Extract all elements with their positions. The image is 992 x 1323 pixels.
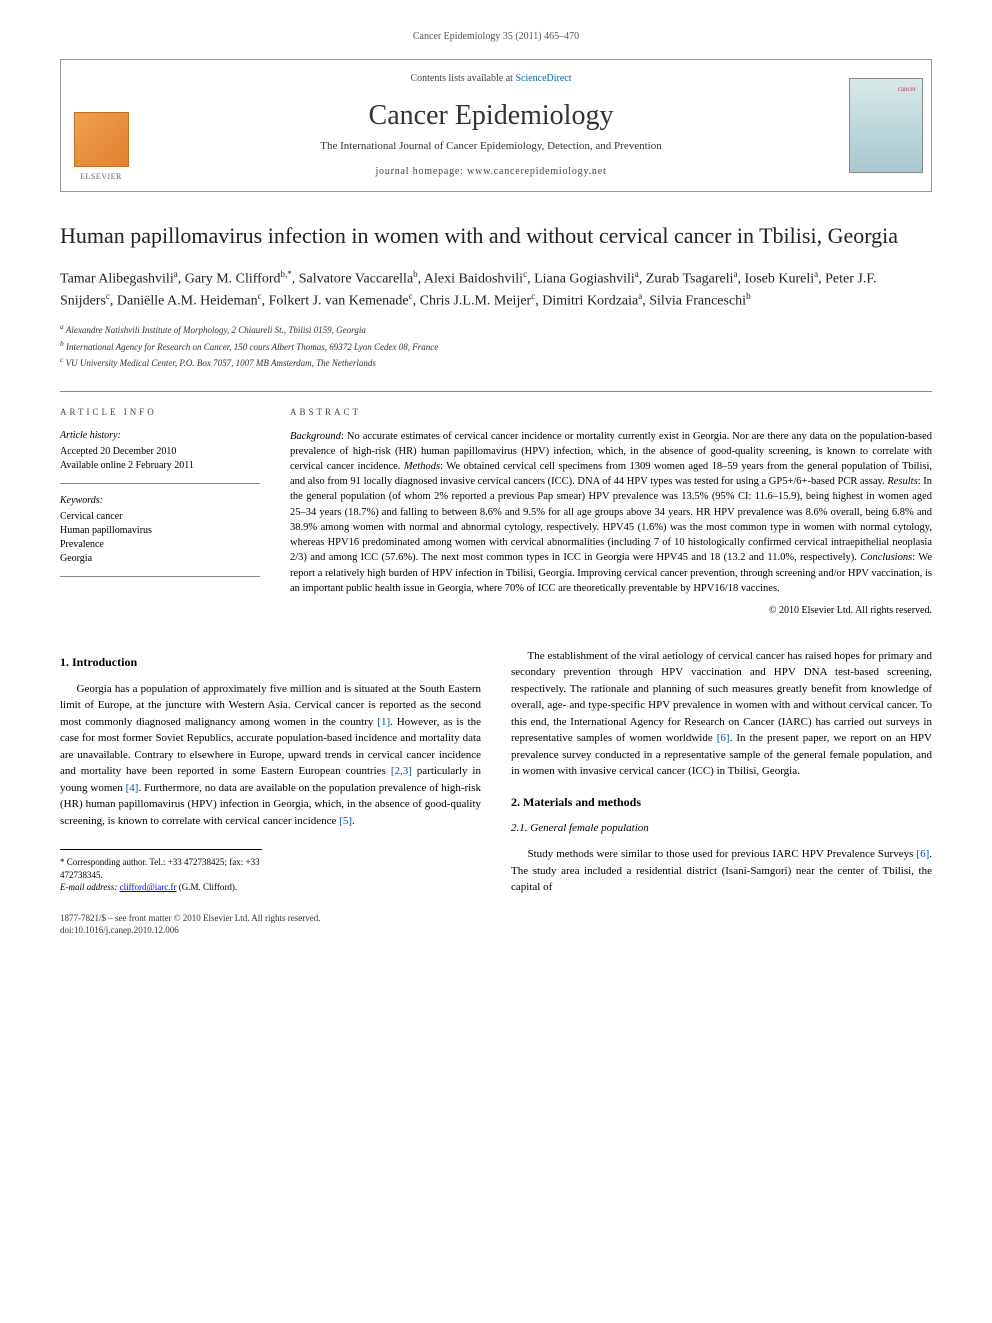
elsevier-label: ELSEVIER <box>80 171 122 182</box>
keyword: Prevalence <box>60 538 260 552</box>
sciencedirect-link[interactable]: ScienceDirect <box>515 73 571 84</box>
keywords-head: Keywords: <box>60 494 260 508</box>
online-date: Available online 2 February 2011 <box>60 459 260 473</box>
methods-paragraph: Study methods were similar to those used… <box>511 846 932 896</box>
doi-line: doi:10.1016/j.canep.2010.12.006 <box>60 924 932 937</box>
body-col-left: 1. Introduction Georgia has a population… <box>60 648 481 898</box>
journal-subtitle: The International Journal of Cancer Epid… <box>151 139 831 154</box>
intro-paragraph: Georgia has a population of approximatel… <box>60 681 481 830</box>
keywords-block: Keywords: Cervical cancer Human papillom… <box>60 494 260 577</box>
affiliations: a Alexandre Natishvili Institute of Morp… <box>60 321 932 371</box>
abstract-heading: ABSTRACT <box>290 406 932 419</box>
subsection-head: 2.1. General female population <box>511 821 932 836</box>
corresponding-email-link[interactable]: clifford@iarc.fr <box>120 882 177 892</box>
publisher-logo-block: ELSEVIER <box>61 60 141 191</box>
footer-meta: 1877-7821/$ – see front matter © 2010 El… <box>60 912 932 937</box>
running-head: Cancer Epidemiology 35 (2011) 465–470 <box>60 30 932 44</box>
keyword: Human papillomavirus <box>60 524 260 538</box>
abstract-text: Background: No accurate estimates of cer… <box>290 429 932 596</box>
body-col-right: The establishment of the viral aetiology… <box>511 648 932 898</box>
journal-name: Cancer Epidemiology <box>151 96 831 135</box>
contents-prefix: Contents lists available at <box>410 73 515 84</box>
cover-thumbnail-block <box>841 60 931 191</box>
keyword: Georgia <box>60 552 260 566</box>
elsevier-tree-icon <box>74 112 129 167</box>
homepage-url[interactable]: www.cancerepidemiology.net <box>467 166 606 177</box>
body-columns: 1. Introduction Georgia has a population… <box>60 648 932 898</box>
journal-cover-icon <box>849 78 923 173</box>
keyword: Cervical cancer <box>60 510 260 524</box>
intro-paragraph-2: The establishment of the viral aetiology… <box>511 648 932 780</box>
email-line: E-mail address: clifford@iarc.fr (G.M. C… <box>60 881 262 894</box>
footnotes: * Corresponding author. Tel.: +33 472738… <box>60 849 262 894</box>
article-info-col: ARTICLE INFO Article history: Accepted 2… <box>60 406 260 618</box>
author-list: Tamar Alibegashvilia, Gary M. Cliffordb,… <box>60 268 932 311</box>
history-head: Article history: <box>60 429 260 443</box>
affiliation-b: b International Agency for Research on C… <box>60 338 932 355</box>
journal-masthead: ELSEVIER Contents lists available at Sci… <box>60 59 932 192</box>
history-block: Article history: Accepted 20 December 20… <box>60 429 260 484</box>
accepted-date: Accepted 20 December 2010 <box>60 445 260 459</box>
section-intro-head: 1. Introduction <box>60 654 481 671</box>
info-abstract-row: ARTICLE INFO Article history: Accepted 2… <box>60 391 932 618</box>
section-methods-head: 2. Materials and methods <box>511 794 932 811</box>
abstract-copyright: © 2010 Elsevier Ltd. All rights reserved… <box>290 604 932 618</box>
affiliation-c: c VU University Medical Center, P.O. Box… <box>60 354 932 371</box>
journal-homepage: journal homepage: www.cancerepidemiology… <box>151 165 831 179</box>
corresponding-author-note: * Corresponding author. Tel.: +33 472738… <box>60 856 262 881</box>
article-info-heading: ARTICLE INFO <box>60 406 260 419</box>
masthead-center: Contents lists available at ScienceDirec… <box>141 60 841 191</box>
issn-line: 1877-7821/$ – see front matter © 2010 El… <box>60 912 932 925</box>
article-title: Human papillomavirus infection in women … <box>60 222 932 251</box>
affiliation-a: a Alexandre Natishvili Institute of Morp… <box>60 321 932 338</box>
abstract-col: ABSTRACT Background: No accurate estimat… <box>290 406 932 618</box>
contents-line: Contents lists available at ScienceDirec… <box>151 72 831 86</box>
